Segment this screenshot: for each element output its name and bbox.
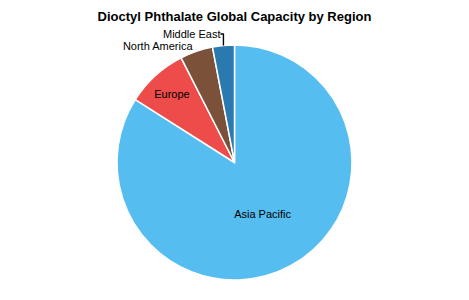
svg-text:Dioctyl Phthalate Global Capac: Dioctyl Phthalate Global Capacity by Reg… bbox=[98, 9, 372, 24]
svg-text:North America: North America bbox=[123, 40, 194, 52]
svg-text:Asia Pacific: Asia Pacific bbox=[234, 208, 291, 220]
svg-text:Europe: Europe bbox=[154, 88, 189, 100]
svg-text:Middle East: Middle East bbox=[163, 28, 220, 40]
